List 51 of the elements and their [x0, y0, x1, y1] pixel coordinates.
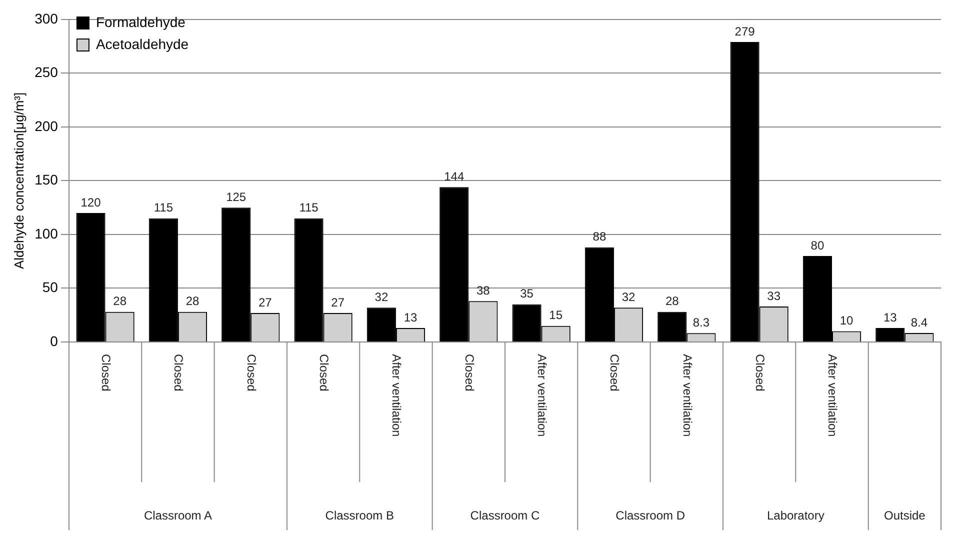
data-label: 38	[476, 283, 490, 298]
y-axis-title: Aldehyde concentration[μg/m³]	[11, 92, 26, 269]
text: Outside	[884, 508, 926, 522]
data-label: 10	[840, 314, 854, 328]
data-label: 32	[622, 290, 636, 304]
data-label: 279	[734, 24, 756, 38]
x-tick-label: Closed	[608, 354, 622, 392]
x-tick-label: After ventilation	[826, 354, 840, 437]
data-label: 8.4	[910, 315, 928, 330]
legend-label: Formaldehyde	[96, 14, 186, 30]
y-tick-label: 150	[34, 172, 58, 188]
data-label: 80	[810, 238, 824, 252]
data-label: 125	[226, 190, 246, 204]
y-tick-label: 100	[34, 225, 58, 242]
y-tick-label: 0	[50, 332, 58, 349]
data-label: 144	[444, 169, 464, 184]
data-label: 15	[549, 308, 563, 322]
data-label: 8.3	[692, 315, 710, 330]
data-label: 33	[767, 288, 781, 303]
data-label: 88	[592, 230, 606, 244]
data-label: 28	[186, 294, 200, 308]
x-tick-label: After ventilation	[390, 354, 404, 437]
y-tick-label: 200	[34, 118, 58, 134]
data-label: 13	[883, 310, 898, 324]
x-tick-label: Closed	[244, 354, 258, 392]
x-tick-label: After ventilation	[535, 354, 549, 437]
text: Classroom C	[470, 508, 540, 522]
x-tick-label: Closed	[316, 354, 331, 392]
text: Laboratory	[766, 508, 824, 522]
x-tick-label: Closed	[98, 354, 113, 392]
x-tick-label: Closed	[462, 354, 476, 392]
data-label: 35	[520, 286, 534, 301]
data-label: 120	[80, 195, 102, 210]
y-tick-label: 250	[34, 64, 58, 80]
data-label: 28	[665, 294, 680, 308]
data-label: 115	[154, 200, 174, 215]
data-label: 13	[404, 310, 418, 324]
y-tick-label: 50	[42, 279, 58, 296]
text: Classroom D	[616, 508, 686, 522]
x-tick-label: Closed	[753, 354, 768, 392]
x-tick-label: After ventilation	[680, 354, 694, 437]
data-label: 115	[299, 200, 319, 215]
text: Classroom B	[325, 508, 394, 522]
text: Classroom A	[144, 508, 212, 522]
data-label: 32	[374, 290, 388, 304]
x-tick-label: Closed	[172, 354, 186, 392]
data-label: 27	[258, 295, 272, 310]
y-tick-label: 300	[34, 10, 58, 26]
legend-label: Acetoaldehyde	[96, 36, 189, 52]
data-label: 28	[113, 294, 127, 308]
data-label: 27	[331, 295, 345, 310]
